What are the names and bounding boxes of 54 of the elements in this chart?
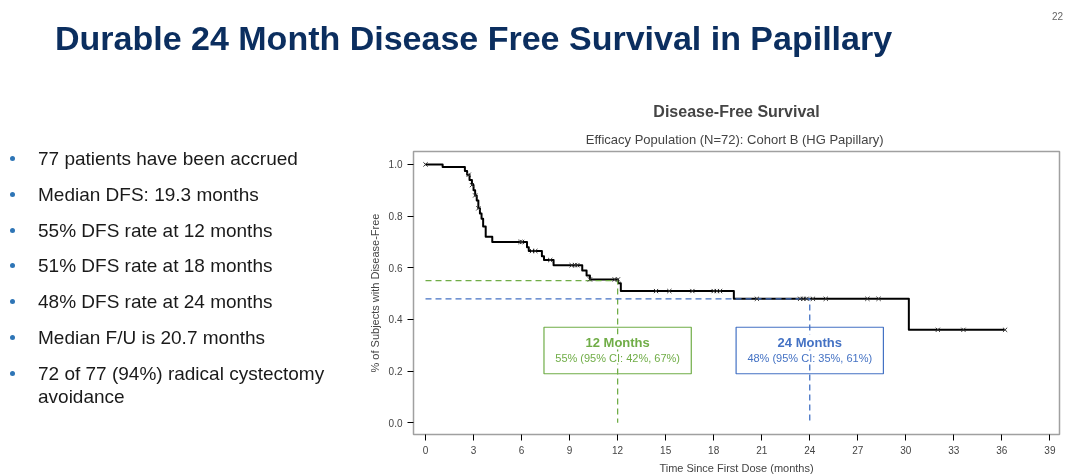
chart-title: Disease-Free Survival bbox=[653, 102, 820, 120]
text: 48% DFS rate at 24 months bbox=[38, 290, 274, 314]
point bbox=[612, 276, 618, 283]
y-tick-label: 0.2 bbox=[388, 366, 403, 378]
chart-subtitle: Efficacy Population (N=72): Cohort B (HG Papillary) bbox=[585, 131, 884, 147]
point bbox=[960, 327, 967, 333]
point bbox=[689, 288, 696, 294]
y-tick-label: 1.0 bbox=[388, 159, 403, 171]
x-tick-label: 3 bbox=[470, 444, 477, 456]
x-tick-label: 39 bbox=[1044, 444, 1056, 456]
point bbox=[864, 296, 870, 302]
annotation: 24 Months 48% (95% CI: 35%, 61%) bbox=[747, 334, 873, 364]
y-tick-label: 0.8 bbox=[388, 211, 403, 223]
text: Durable 24 Month Disease Free Survival in Papillary bbox=[55, 18, 893, 59]
text: 77 patients have been accrued bbox=[38, 147, 299, 171]
x-tick-label: 30 bbox=[900, 444, 912, 456]
text: Median DFS: 19.3 months bbox=[38, 182, 260, 207]
text: 51% DFS rate at 18 months bbox=[38, 254, 274, 278]
x-tick-label: 27 bbox=[852, 444, 864, 456]
point bbox=[754, 296, 760, 302]
y-axis-title: % of Subjects with Disease-Free bbox=[368, 213, 381, 373]
point bbox=[653, 288, 659, 294]
x-tick-label: 0 bbox=[422, 444, 429, 456]
y-tick-label: 0.0 bbox=[388, 417, 403, 429]
point bbox=[666, 288, 672, 294]
point bbox=[1002, 327, 1008, 333]
point bbox=[547, 257, 553, 263]
point bbox=[469, 182, 475, 188]
annotation: 12 Months 55% (95% CI: 42%, 67%) bbox=[555, 334, 680, 364]
x-tick-label: 24 bbox=[804, 444, 816, 456]
point bbox=[615, 276, 621, 283]
y-tick-label: 0.4 bbox=[388, 314, 403, 326]
x-tick-label: 9 bbox=[566, 444, 573, 456]
text: 55% DFS rate at 12 months bbox=[38, 218, 274, 243]
x-tick-label: 6 bbox=[518, 444, 525, 456]
point bbox=[587, 276, 593, 283]
point bbox=[472, 192, 478, 199]
point bbox=[875, 296, 882, 302]
x-tick-label: 12 bbox=[612, 444, 624, 456]
x-tick-label: 15 bbox=[660, 444, 672, 456]
text: Median F/U is 20.7 months bbox=[38, 325, 267, 350]
x-tick-label: 36 bbox=[996, 444, 1008, 456]
x-tick-label: 33 bbox=[948, 444, 960, 456]
text: 22 bbox=[1052, 10, 1064, 24]
x-tick-label: 18 bbox=[708, 444, 720, 456]
point bbox=[422, 161, 429, 168]
x-tick-label: 21 bbox=[756, 444, 768, 456]
point bbox=[466, 172, 472, 178]
point bbox=[935, 327, 941, 333]
x-axis-title: Time Since First Dose (months) bbox=[659, 461, 814, 474]
text: 72 of 77 (94%) radical cystectomy avoidance bbox=[38, 361, 326, 409]
point bbox=[823, 296, 829, 302]
point bbox=[475, 205, 481, 211]
y-tick-label: 0.6 bbox=[388, 262, 403, 274]
